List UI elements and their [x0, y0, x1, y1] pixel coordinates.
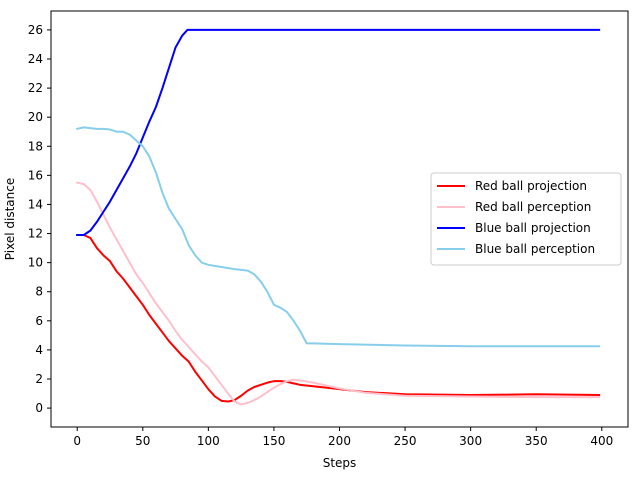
y-tick-label: 18 [28, 139, 43, 153]
series-line-1 [76, 234, 601, 403]
legend-entry-label: Red ball perception [475, 200, 591, 214]
y-tick-label: 10 [28, 256, 43, 270]
x-tick-label: 50 [135, 434, 150, 448]
x-tick-label: 300 [459, 434, 482, 448]
y-tick-label: 6 [35, 314, 43, 328]
x-tick-label: 200 [328, 434, 351, 448]
x-axis: 0 50 100 150 200 250 300 350 400 [73, 427, 613, 448]
series-layer [76, 28, 601, 406]
x-tick-label: 400 [590, 434, 613, 448]
y-tick-label: 0 [35, 401, 43, 415]
y-tick-label: 22 [28, 81, 43, 95]
y-tick-label: 20 [28, 110, 43, 124]
y-axis-label: Pixel distance [3, 178, 17, 260]
x-tick-label: 0 [73, 434, 81, 448]
y-tick-label: 12 [28, 227, 43, 241]
legend-box [430, 172, 622, 266]
y-tick-label: 14 [28, 197, 43, 211]
legend-entry-label: Red ball projection [475, 179, 587, 193]
legend-entry-label: Blue ball projection [475, 221, 591, 235]
legend-entry-label: Blue ball perception [475, 242, 595, 256]
y-tick-label: 4 [35, 343, 43, 357]
x-tick-label: 150 [262, 434, 285, 448]
x-axis-label: Steps [323, 456, 357, 470]
y-tick-label: 2 [35, 372, 43, 386]
x-tick-label: 250 [394, 434, 417, 448]
y-tick-label: 8 [35, 285, 43, 299]
y-tick-label: 26 [28, 23, 43, 37]
y-tick-label: 16 [28, 168, 43, 182]
legend: Red ball projection Red ball perception Bl… [430, 172, 622, 266]
series-line-3 [76, 28, 601, 236]
x-tick-label: 350 [525, 434, 548, 448]
series-line-4 [76, 126, 601, 348]
x-tick-label: 100 [197, 434, 220, 448]
y-tick-label: 24 [28, 52, 43, 66]
series-line-2 [76, 181, 601, 406]
